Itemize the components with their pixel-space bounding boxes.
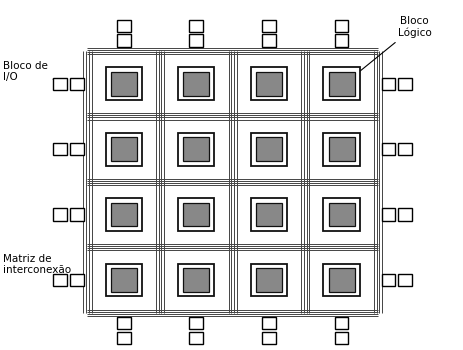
Bar [398,143,412,155]
Bar [262,20,276,32]
Bar [251,198,287,231]
Bar [111,138,137,161]
Bar [189,331,203,344]
Bar [160,51,232,117]
Bar [111,203,137,226]
Bar [183,72,209,96]
Bar [88,182,160,247]
Bar [251,264,287,296]
Bar [382,77,395,90]
Bar [183,268,209,292]
Bar [324,67,360,100]
Bar [232,182,305,247]
Bar [70,208,84,221]
Bar [305,182,378,247]
Bar [305,117,378,182]
Bar [88,247,160,313]
Bar [329,138,355,161]
Bar [382,208,395,221]
Bar [88,117,160,182]
Bar [398,274,412,286]
Bar [106,133,142,166]
Bar [335,34,349,47]
Bar [106,67,142,100]
Bar [335,317,349,329]
Bar [160,247,232,313]
Bar [183,203,209,226]
Bar [106,264,142,296]
Bar [398,208,412,221]
Text: Matriz de
interconexão: Matriz de interconexão [3,254,71,275]
Bar [324,198,360,231]
Bar [262,34,276,47]
Bar [70,77,84,90]
Bar [382,143,395,155]
Bar [106,198,142,231]
Bar [232,247,305,313]
Bar [117,317,131,329]
Bar [251,133,287,166]
Bar [53,274,67,286]
Bar [329,203,355,226]
Bar [178,198,214,231]
Bar [329,72,355,96]
Bar [117,34,131,47]
Bar [189,20,203,32]
Bar [178,67,214,100]
Bar [117,331,131,344]
Bar [117,20,131,32]
Bar [189,34,203,47]
Bar [160,182,232,247]
Bar [111,268,137,292]
Bar [88,51,160,117]
Bar [324,133,360,166]
Bar [256,72,282,96]
Bar [53,143,67,155]
Bar [335,20,349,32]
Bar [256,203,282,226]
Bar [111,72,137,96]
Bar [160,117,232,182]
Bar [53,77,67,90]
Bar [189,317,203,329]
Bar [398,77,412,90]
Bar [232,51,305,117]
Bar [329,268,355,292]
Text: Bloco de
I/O: Bloco de I/O [3,61,66,84]
Bar [183,138,209,161]
Bar [70,274,84,286]
Bar [256,138,282,161]
Bar [262,317,276,329]
Bar [335,331,349,344]
Bar [53,208,67,221]
Bar [262,331,276,344]
Bar [256,268,282,292]
Bar [305,247,378,313]
Bar [305,51,378,117]
Bar [178,264,214,296]
Text: Bloco
Lógico: Bloco Lógico [344,16,432,84]
Bar [324,264,360,296]
Bar [178,133,214,166]
Bar [251,67,287,100]
Bar [232,117,305,182]
Bar [70,143,84,155]
Bar [382,274,395,286]
